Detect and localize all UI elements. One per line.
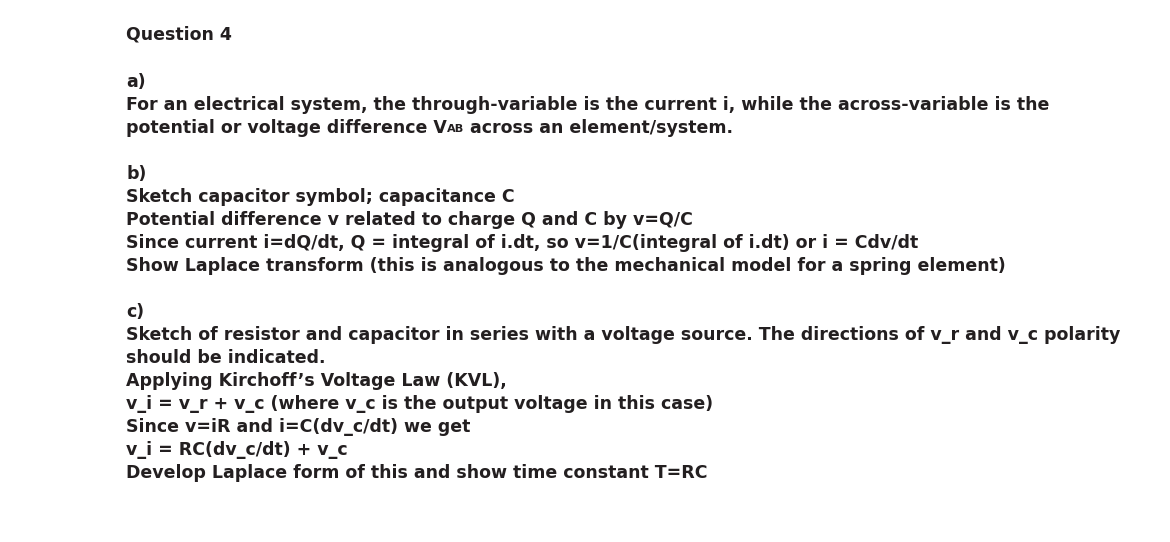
Text: v_i = RC(dv_c/dt) + v_c: v_i = RC(dv_c/dt) + v_c	[126, 441, 347, 459]
Text: Potential difference v related to charge Q and C by v=Q/C: Potential difference v related to charge…	[126, 211, 694, 229]
Text: Develop Laplace form of this and show time constant T=RC: Develop Laplace form of this and show ti…	[126, 464, 708, 482]
Text: should be indicated.: should be indicated.	[126, 349, 326, 367]
Text: b): b)	[126, 165, 146, 183]
Text: across an element/system.: across an element/system.	[464, 119, 734, 137]
Text: Since v=iR and i=C(dv_c/dt) we get: Since v=iR and i=C(dv_c/dt) we get	[126, 418, 470, 436]
Text: AB: AB	[447, 124, 464, 134]
Text: For an electrical system, the through-variable is the current i, while the acros: For an electrical system, the through-va…	[126, 96, 1049, 114]
Text: a): a)	[126, 73, 146, 91]
Text: potential or voltage difference V: potential or voltage difference V	[126, 119, 447, 137]
Text: Applying Kirchoff’s Voltage Law (KVL),: Applying Kirchoff’s Voltage Law (KVL),	[126, 372, 507, 390]
Text: v_i = v_r + v_c (where v_c is the output voltage in this case): v_i = v_r + v_c (where v_c is the output…	[126, 395, 714, 413]
Text: c): c)	[126, 303, 144, 321]
Text: Show Laplace transform (this is analogous to the mechanical model for a spring e: Show Laplace transform (this is analogou…	[126, 257, 1006, 275]
Text: Sketch of resistor and capacitor in series with a voltage source. The directions: Sketch of resistor and capacitor in seri…	[126, 326, 1121, 344]
Text: Since current i=dQ/dt, Q = integral of i.dt, so v=1/C(integral of i.dt) or i = C: Since current i=dQ/dt, Q = integral of i…	[126, 234, 918, 252]
Text: Question 4: Question 4	[126, 25, 232, 43]
Text: Sketch capacitor symbol; capacitance C: Sketch capacitor symbol; capacitance C	[126, 188, 515, 206]
